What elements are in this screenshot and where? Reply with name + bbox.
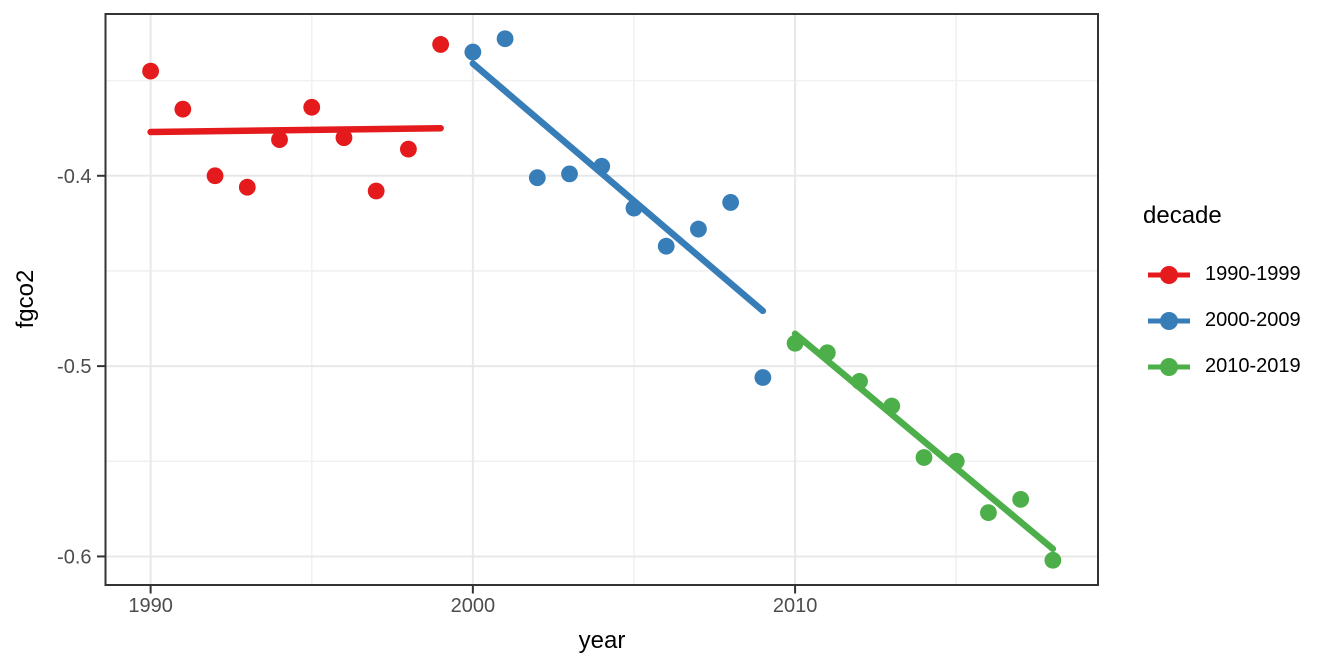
data-point bbox=[690, 220, 707, 238]
data-point bbox=[303, 98, 321, 116]
legend-entry-label: 2000-2009 bbox=[1205, 309, 1301, 332]
legend-key-line-dot-icon bbox=[1148, 311, 1190, 330]
y-axis-title: fgco2 bbox=[12, 269, 39, 329]
data-point bbox=[722, 194, 740, 211]
y-axis-tick-label: -0.5 bbox=[57, 356, 91, 378]
legend-entry: 2000-2009 bbox=[1147, 303, 1301, 339]
data-point bbox=[367, 182, 385, 200]
data-point bbox=[528, 169, 546, 187]
legend-key-dot bbox=[1160, 265, 1178, 284]
legend-entry: 2010-2019 bbox=[1147, 349, 1301, 385]
legend-entry-label: 2010-2019 bbox=[1205, 355, 1301, 378]
trend-line bbox=[147, 124, 444, 136]
data-point bbox=[335, 129, 353, 147]
legend-entry: 1990-1999 bbox=[1147, 257, 1301, 293]
legend-key-dot bbox=[1160, 357, 1178, 376]
x-axis-tick-label: 1990 bbox=[128, 595, 173, 617]
y-axis-tick-label: -0.4 bbox=[57, 166, 91, 188]
data-point bbox=[1044, 551, 1062, 569]
data-point bbox=[400, 140, 417, 158]
data-point bbox=[1012, 490, 1030, 508]
x-axis-tick-label: 2010 bbox=[773, 595, 818, 617]
x-axis-tick-label: 2000 bbox=[451, 595, 496, 617]
legend-key-dot bbox=[1160, 311, 1178, 330]
data-point bbox=[238, 178, 256, 196]
y-axis-tick-label: -0.6 bbox=[57, 546, 91, 568]
data-point bbox=[754, 369, 772, 386]
panel-border bbox=[104, 13, 1099, 586]
data-point bbox=[464, 43, 482, 61]
trend-line bbox=[791, 330, 1057, 553]
legend: decade 1990-1999 2000-2009 2010-2019 bbox=[1141, 202, 1301, 395]
trend-line bbox=[469, 60, 767, 315]
data-point bbox=[496, 30, 514, 48]
data-point bbox=[174, 100, 192, 118]
data-point bbox=[561, 165, 578, 183]
data-point bbox=[915, 449, 933, 466]
legend-key-line-dot-icon bbox=[1148, 357, 1190, 376]
data-point bbox=[432, 36, 450, 53]
plot-panel bbox=[105, 14, 1098, 585]
data-point bbox=[206, 167, 224, 185]
legend-key-line-dot-icon bbox=[1148, 265, 1190, 284]
legend-entry-label: 1990-1999 bbox=[1205, 263, 1301, 286]
x-axis-title: year bbox=[578, 627, 626, 654]
data-point bbox=[657, 237, 675, 255]
data-point bbox=[980, 504, 997, 522]
data-point bbox=[271, 131, 288, 149]
legend-title: decade bbox=[1143, 202, 1222, 229]
data-point bbox=[142, 62, 160, 80]
